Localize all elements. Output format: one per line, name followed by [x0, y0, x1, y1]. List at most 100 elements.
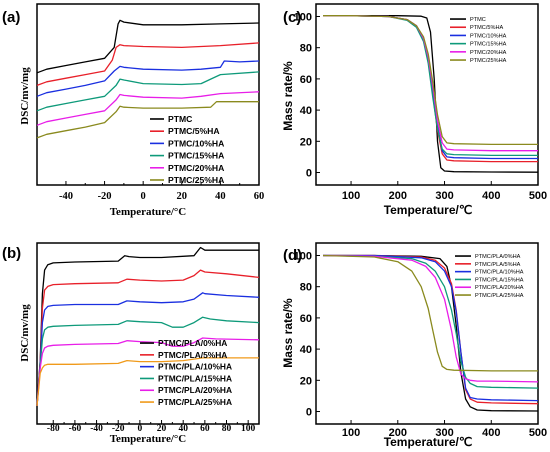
x-tick-label-d-1: 200 [389, 427, 407, 439]
panel-b-series [36, 246, 260, 406]
series-line-b-1 [36, 269, 260, 406]
series-line-a-5 [36, 101, 259, 139]
panel-d-ylabel: Mass rate/% [281, 298, 295, 368]
x-tick-label-c-4: 500 [529, 190, 547, 202]
panel-d-legend: PTMC/PLA/0%HA PTMC/PLA/5%HA PTMC/PLA/10%HA… [455, 254, 524, 299]
legend-label-b-3: PTMC/PLA/15%HA [158, 373, 232, 383]
legend-label-c-5: PTMC/25%HA [470, 58, 507, 64]
legend-label-b-0: PTMC/PLA/0%HA [158, 338, 227, 348]
panel-b-plot-frame [36, 242, 260, 425]
legend-label-a-5: PTMC/25%HA [168, 175, 224, 185]
series-line-d-5 [322, 254, 538, 372]
panel-c-series [323, 15, 539, 173]
x-tick-label-b-3: -20 [112, 424, 125, 434]
panel-d-series [322, 254, 539, 412]
series-line-c-0 [323, 15, 539, 173]
panel-a-plot-frame [36, 3, 260, 186]
x-tick-label-b-1: -60 [69, 424, 82, 434]
y-tick-label-d-0: 0 [306, 407, 312, 419]
panel-d-xlabel: Temperature/℃ [384, 435, 473, 449]
panel-d-label: (d) [283, 247, 302, 264]
panel-a-label: (a) [2, 9, 20, 26]
legend-label-a-4: PTMC/20%HA [168, 163, 224, 173]
x-tick-label-b-7: 60 [200, 424, 210, 434]
y-tick-label-c-5: 100 [294, 11, 312, 23]
legend-label-a-0: PTMC [168, 114, 192, 124]
panel-a-ylabel: DSC/mv/mg [19, 67, 31, 125]
legend-label-b-4: PTMC/PLA/20%HA [158, 385, 232, 395]
panel-a-xlabel: Temperature/°C [110, 206, 187, 218]
series-line-d-0 [323, 254, 539, 412]
panel-b: -80 -60 -40 -20 0 20 40 60 80 100 (b) Temperature… [2, 242, 260, 445]
x-tick-label-b-8: 80 [222, 424, 232, 434]
legend-label-d-4: PTMC/PLA/20%HA [475, 285, 524, 291]
legend-label-b-5: PTMC/PLA/25%HA [158, 397, 232, 407]
series-line-c-5 [323, 15, 538, 146]
legend-label-b-1: PTMC/PLA/5%HA [158, 350, 227, 360]
panel-b-legend: PTMC/PLA/0%HA PTMC/PLA/5%HA PTMC/PLA/10%HA… [140, 338, 232, 407]
x-tick-label-c-1: 200 [389, 190, 407, 202]
panel-a: -40 -20 0 20 40 60 (a) Temperature/°C DSC/mv/… [2, 3, 264, 218]
legend-label-b-2: PTMC/PLA/10%HA [158, 362, 232, 372]
panel-c: 100 200 300 400 500 0 20 40 60 80 100 (c) Temperat… [281, 3, 548, 217]
y-tick-label-c-1: 20 [300, 136, 312, 148]
legend-label-c-4: PTMC/20%HA [470, 50, 507, 56]
legend-label-c-2: PTMC/10%HA [470, 33, 507, 39]
series-line-d-4 [322, 254, 539, 383]
x-tick-label-a-5: 60 [254, 191, 265, 202]
y-tick-label-d-5: 100 [294, 250, 312, 262]
legend-label-d-2: PTMC/PLA/10%HA [475, 270, 524, 276]
panel-b-xlabel: Temperature/°C [110, 433, 187, 445]
panel-a-series [36, 19, 260, 139]
x-tick-label-b-6: 40 [178, 424, 188, 434]
x-tick-label-a-0: -40 [59, 191, 73, 202]
legend-label-c-0: PTMC [470, 17, 486, 23]
x-tick-label-b-9: 100 [241, 424, 256, 434]
series-line-b-5 [36, 357, 259, 406]
x-tick-label-a-1: -20 [98, 191, 112, 202]
x-tick-label-a-2: 0 [141, 191, 146, 202]
legend-label-a-1: PTMC/5%HA [168, 126, 220, 136]
y-tick-label-d-3: 60 [300, 313, 312, 325]
series-line-a-2 [36, 60, 260, 97]
series-line-a-3 [36, 71, 260, 112]
panel-a-x-ticks: -40 -20 0 20 40 60 [59, 181, 264, 202]
series-line-a-0 [36, 19, 260, 74]
panel-c-ylabel: Mass rate/% [281, 61, 295, 131]
series-line-d-3 [322, 254, 539, 389]
y-tick-label-d-2: 40 [300, 344, 312, 356]
panel-b-ylabel: DSC/mv/mg [19, 304, 31, 362]
panel-c-ticks: 100 200 300 400 500 0 20 40 60 80 100 [294, 11, 548, 202]
panel-c-plot-frame [315, 3, 539, 186]
y-tick-label-c-0: 0 [306, 168, 312, 180]
y-tick-label-c-4: 80 [300, 43, 312, 55]
y-tick-label-d-1: 20 [300, 375, 312, 387]
legend-label-d-3: PTMC/PLA/15%HA [475, 277, 524, 283]
x-tick-label-d-2: 300 [435, 427, 453, 439]
panel-d-plot-frame [315, 242, 539, 425]
series-line-b-0 [36, 246, 259, 406]
x-tick-label-b-0: -80 [47, 424, 60, 434]
x-tick-label-a-3: 20 [177, 191, 188, 202]
panel-d: 100 200 300 400 500 0 20 40 60 80 100 (d) Temperat… [281, 242, 548, 449]
series-line-d-2 [323, 254, 539, 402]
legend-label-a-3: PTMC/15%HA [168, 151, 224, 161]
x-tick-label-b-4: 0 [138, 424, 143, 434]
panel-c-xlabel: Temperature/℃ [384, 203, 473, 217]
y-tick-label-d-4: 80 [300, 282, 312, 294]
legend-label-c-1: PTMC/5%HA [470, 25, 504, 31]
x-tick-label-d-3: 400 [482, 427, 500, 439]
panel-b-label: (b) [2, 245, 21, 262]
y-tick-label-c-2: 40 [300, 105, 312, 117]
series-line-b-4 [36, 337, 260, 406]
series-line-b-3 [36, 316, 260, 406]
x-tick-label-b-5: 20 [157, 424, 167, 434]
panel-c-label: (c) [283, 9, 301, 26]
x-tick-label-d-0: 100 [342, 427, 360, 439]
legend-label-d-1: PTMC/PLA/5%HA [475, 262, 521, 268]
x-tick-label-b-2: -40 [90, 424, 103, 434]
panel-c-legend: PTMC PTMC/5%HA PTMC/10%HA PTMC/15%HA PTMC/20… [450, 17, 507, 64]
series-line-a-1 [36, 42, 260, 87]
panel-d-ticks: 100 200 300 400 500 0 20 40 60 80 100 [294, 250, 548, 439]
